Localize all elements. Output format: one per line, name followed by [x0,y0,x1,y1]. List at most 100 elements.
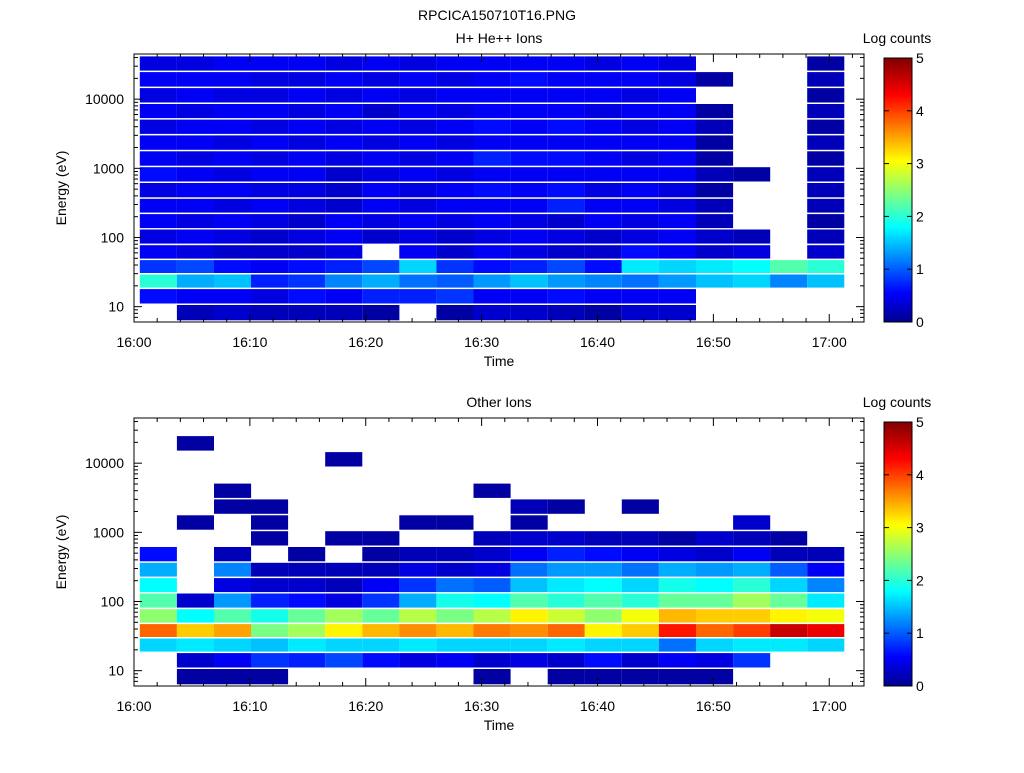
spectrogram-cell [436,289,474,304]
spectrogram-cell [510,274,548,288]
spectrogram-cell [621,167,659,182]
spectrogram-cell [547,289,585,304]
spectrogram-cell [621,653,659,668]
spectrogram-cell [696,229,734,244]
spectrogram-cell [510,289,548,304]
colorbar [883,57,913,323]
spectrogram-cell [658,562,696,577]
spectrogram-cell [658,151,696,166]
spectrogram-cell [325,151,363,166]
spectrogram-cell [621,104,659,119]
spectrogram-cell [139,214,177,229]
spectrogram-cell [510,56,548,71]
spectrogram-cell [251,305,289,321]
spectrogram-cell [547,72,585,87]
spectrogram-cell [214,669,252,685]
spectrogram-cell [807,198,845,213]
spectrogram-cell [696,183,734,198]
spectrogram-cell [584,245,622,259]
spectrogram-cell [214,547,252,562]
spectrogram-cell [584,609,622,623]
x-tick-label: 16:10 [232,698,267,714]
spectrogram-cell [473,669,511,685]
spectrogram-cell [251,151,289,166]
spectrogram-cell [807,135,845,150]
spectrogram-cell [139,104,177,119]
spectrogram-cell [770,547,808,562]
spectrogram-cell [696,72,734,87]
spectrogram-cell [139,198,177,213]
spectrogram-cell [621,119,659,134]
spectrogram-cell [214,562,252,577]
spectrogram-cell [436,167,474,182]
spectrogram-cell [584,104,622,119]
spectrogram-cell [621,593,659,608]
spectrogram-cell [510,151,548,166]
spectrogram-cell [473,609,511,623]
spectrogram-cell [547,214,585,229]
spectrogram-cell [288,593,326,608]
spectrogram-cell [139,245,177,259]
spectrogram-cell [399,653,437,668]
colorbar-tick-label: 2 [916,572,924,588]
spectrogram-cell [621,72,659,87]
spectrogram-cell [325,198,363,213]
spectrogram-cell [436,56,474,71]
spectrogram-cell [399,609,437,623]
spectrogram-cell [770,260,808,273]
spectrogram-cell [436,562,474,577]
spectrogram-cell [214,72,252,87]
spectrogram-cell [807,578,845,593]
spectrogram-cell [807,151,845,166]
spectrogram-cell [658,653,696,668]
spectrogram-cell [547,669,585,685]
spectrogram-cell [547,531,585,546]
spectrogram-cell [139,151,177,166]
spectrogram-cell [547,260,585,273]
colorbar-tick-label: 2 [916,208,924,224]
spectrogram-cell [139,88,177,103]
spectrogram-cell [584,229,622,244]
spectrogram-cell [139,72,177,87]
spectrogram-cell [510,119,548,134]
spectrogram-cell [770,638,808,652]
spectrogram-cell [473,653,511,668]
colorbar-tick-label: 1 [916,625,924,641]
spectrogram-cell [510,229,548,244]
spectrogram-cell [621,214,659,229]
spectrogram-cell [696,245,734,259]
spectrogram-cell [510,183,548,198]
spectrogram-cell [696,624,734,637]
spectrogram-cell [139,183,177,198]
spectrogram-cell [733,229,771,244]
spectrogram-cell [696,135,734,150]
spectrogram-cell [696,593,734,608]
spectrogram-cell [658,214,696,229]
spectrogram-cell [658,104,696,119]
spectrogram-cell [473,214,511,229]
spectrogram-cell [510,515,548,530]
spectrogram-cell [621,638,659,652]
spectrogram-cell [807,119,845,134]
spectrogram-cell [214,483,252,498]
spectrogram-cell [176,88,214,103]
spectrogram-cell [770,593,808,608]
spectrogram-cell [288,88,326,103]
spectrogram-cell [399,198,437,213]
spectrogram-cell [807,624,845,637]
spectrogram-cell [658,609,696,623]
spectrogram-cell [362,260,400,273]
panel-title: H+ He++ Ions [456,30,543,46]
y-axis-label: Energy (eV) [53,515,69,590]
spectrogram-cell [288,578,326,593]
spectrogram-cell [658,260,696,273]
spectrogram-cell [436,515,474,530]
spectrogram-cell [176,260,214,273]
spectrogram-cell [325,183,363,198]
spectrogram-cell [251,72,289,87]
colorbar-tick-label: 3 [916,156,924,172]
spectrogram-cell [362,104,400,119]
spectrogram-cell [547,245,585,259]
x-tick-label: 16:10 [232,334,267,350]
